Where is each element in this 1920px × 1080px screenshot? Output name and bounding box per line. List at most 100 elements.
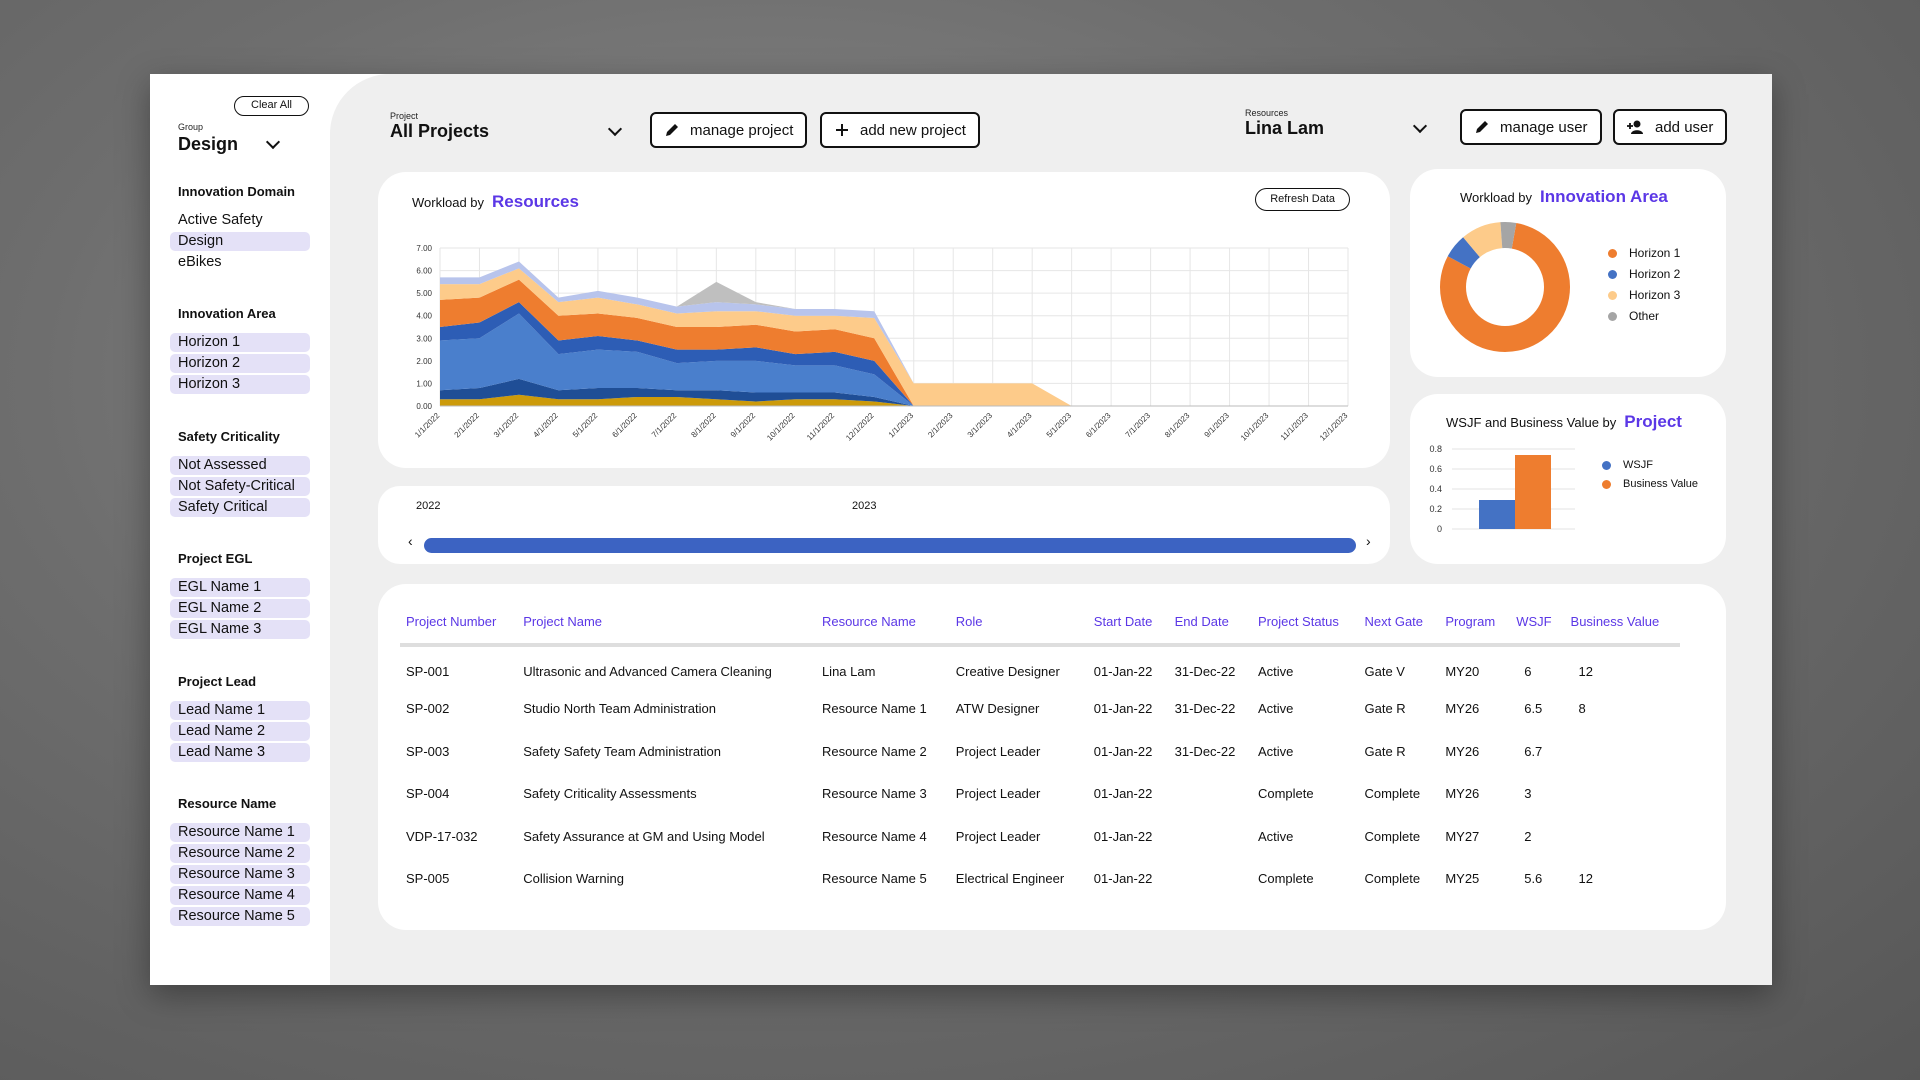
workload-innovation-card: Workload by Innovation Area Horizon 1 Hor… <box>1410 169 1726 377</box>
table-cell: Resource Name 3 <box>821 786 927 802</box>
area-series <box>440 378 914 406</box>
filter-chip[interactable]: Resource Name 2 <box>170 844 310 863</box>
column-header[interactable]: Project Number <box>400 606 518 647</box>
table-cell: MY26 <box>1445 743 1480 759</box>
column-header[interactable]: Project Status <box>1251 606 1359 647</box>
column-header[interactable]: Start Date <box>1087 606 1169 647</box>
x-tick-label: 6/1/2023 <box>1084 411 1113 440</box>
project-selector[interactable]: Project All Projects <box>390 111 623 142</box>
x-tick-label: 9/1/2023 <box>1203 411 1232 440</box>
table-cell: 01-Jan-22 <box>1093 701 1153 717</box>
filter-chip[interactable]: Horizon 1 <box>170 333 310 352</box>
x-tick-label: 9/1/2022 <box>729 411 758 440</box>
filter-chip[interactable]: Safety Critical <box>170 498 310 517</box>
table-row[interactable]: SP-003 Safety Safety Team Administration R… <box>400 730 1680 773</box>
x-tick-label: 10/1/2023 <box>1239 411 1271 443</box>
donut-legend: Horizon 1 Horizon 2 Horizon 3 Other <box>1608 246 1680 330</box>
table-cell <box>1565 730 1680 773</box>
legend-item: Other <box>1608 309 1680 323</box>
column-header[interactable]: Business Value <box>1564 606 1680 647</box>
main-panel: Project All Projects manage project add … <box>330 74 1772 985</box>
manage-project-button[interactable]: manage project <box>650 112 808 148</box>
filter-section: Project EGL EGL Name 1 EGL Name 2 EGL Name … <box>170 551 310 641</box>
chevron-down-icon[interactable] <box>1412 118 1428 133</box>
column-header[interactable]: Next Gate <box>1358 606 1440 647</box>
table-cell: 01-Jan-22 <box>1093 663 1153 679</box>
table-cell: Studio North Team Administration <box>523 701 716 717</box>
table-cell: MY26 <box>1445 701 1480 717</box>
table-cell: SP-005 <box>406 871 450 887</box>
column-header[interactable]: Resource Name <box>815 606 950 647</box>
table-cell: SP-003 <box>406 743 450 759</box>
filter-section-title: Safety Criticality <box>178 429 280 444</box>
legend-label: WSJF <box>1623 459 1653 471</box>
filter-chip[interactable]: Lead Name 3 <box>170 743 310 762</box>
filter-chip[interactable]: Resource Name 3 <box>170 865 310 884</box>
table-cell: 8 <box>1578 701 1586 717</box>
filter-chip[interactable]: Not Assessed <box>170 456 310 475</box>
wsjf-card: WSJF and Business Value by Project 0 0.2 0… <box>1410 394 1726 564</box>
column-header[interactable]: Project Name <box>517 606 816 647</box>
filter-chip[interactable]: Horizon 3 <box>170 375 310 394</box>
y-tick-label: 1.00 <box>416 379 432 388</box>
x-tick-label: 1/1/2023 <box>887 411 916 440</box>
y-tick-label: 7.00 <box>416 244 432 253</box>
column-header[interactable]: WSJF <box>1510 606 1565 647</box>
chevron-left-icon[interactable]: ‹ <box>408 533 413 549</box>
x-tick-label: 8/1/2022 <box>689 411 718 440</box>
filter-section-title: Project EGL <box>178 551 253 566</box>
chevron-down-icon[interactable] <box>607 121 623 136</box>
filter-chip[interactable]: EGL Name 1 <box>170 578 310 597</box>
wsjf-title-prefix: WSJF and Business Value by <box>1446 415 1617 430</box>
filter-chip[interactable]: Horizon 2 <box>170 354 310 373</box>
filter-chip[interactable]: Design <box>170 232 310 251</box>
wsjf-bar-chart: 0 0.2 0.4 0.6 0.8 <box>1429 444 1575 534</box>
filter-chip[interactable]: Lead Name 1 <box>170 701 310 720</box>
timeline-range-bar[interactable] <box>424 538 1356 553</box>
add-user-button[interactable]: add user <box>1613 109 1728 145</box>
x-tick-label: 4/1/2023 <box>1005 411 1034 440</box>
table-row[interactable]: SP-004 Safety Criticality Assessments Reso… <box>400 773 1680 816</box>
chevron-right-icon[interactable]: › <box>1366 533 1371 549</box>
manage-user-button[interactable]: manage user <box>1460 109 1602 145</box>
column-header[interactable]: Program <box>1439 606 1511 647</box>
table-cell <box>1565 815 1680 858</box>
column-header[interactable]: Role <box>949 606 1088 647</box>
filter-chip[interactable]: EGL Name 3 <box>170 620 310 639</box>
filter-chip[interactable]: Not Safety-Critical <box>170 477 310 496</box>
y-tick-label: 0.00 <box>416 402 432 411</box>
filter-chip[interactable]: Resource Name 4 <box>170 886 310 905</box>
table-row[interactable]: SP-001 Ultrasonic and Advanced Camera Cle… <box>400 645 1680 688</box>
x-tick-label: 6/1/2022 <box>610 411 639 440</box>
legend-label: Business Value <box>1623 478 1699 490</box>
app-frame: Clear All Group Design Innovation Domain… <box>150 74 1772 985</box>
bar <box>1515 455 1551 529</box>
table-row[interactable]: SP-002 Studio North Team Administration Re… <box>400 688 1680 731</box>
filter-chip[interactable]: EGL Name 2 <box>170 599 310 618</box>
table-cell: Gate R <box>1364 701 1406 717</box>
filter-chip[interactable]: Resource Name 1 <box>170 823 310 842</box>
filter-chip[interactable]: Active Safety <box>178 212 263 228</box>
table-cell: 12 <box>1578 871 1593 887</box>
table-cell: 01-Jan-22 <box>1093 828 1153 844</box>
resources-selector[interactable]: Resources Lina Lam <box>1245 108 1428 139</box>
x-tick-label: 2/1/2023 <box>926 411 955 440</box>
legend-item: Business Value <box>1602 478 1698 490</box>
table-cell: MY20 <box>1445 663 1480 679</box>
clear-all-button[interactable]: Clear All <box>234 96 309 116</box>
table-row[interactable]: VDP-17-032 Safety Assurance at GM and Usi… <box>400 815 1680 858</box>
table-cell: MY27 <box>1445 828 1480 844</box>
filter-chip[interactable]: Resource Name 5 <box>170 907 310 926</box>
filter-chip[interactable]: Lead Name 2 <box>170 722 310 741</box>
refresh-data-button[interactable]: Refresh Data <box>1255 188 1350 211</box>
column-header[interactable]: End Date <box>1168 606 1252 647</box>
x-tick-label: 2/1/2022 <box>453 411 482 440</box>
table-row[interactable]: SP-005 Collision Warning Resource Name 5 El… <box>400 858 1680 901</box>
add-new-project-button[interactable]: add new project <box>820 112 980 148</box>
x-tick-label: 7/1/2023 <box>1124 411 1153 440</box>
group-selector[interactable]: Group Design <box>178 122 281 155</box>
chevron-down-icon[interactable] <box>265 134 281 149</box>
x-tick-label: 12/1/2023 <box>1318 411 1350 443</box>
filter-chip[interactable]: eBikes <box>178 254 222 270</box>
table-cell: Safety Criticality Assessments <box>523 786 697 802</box>
